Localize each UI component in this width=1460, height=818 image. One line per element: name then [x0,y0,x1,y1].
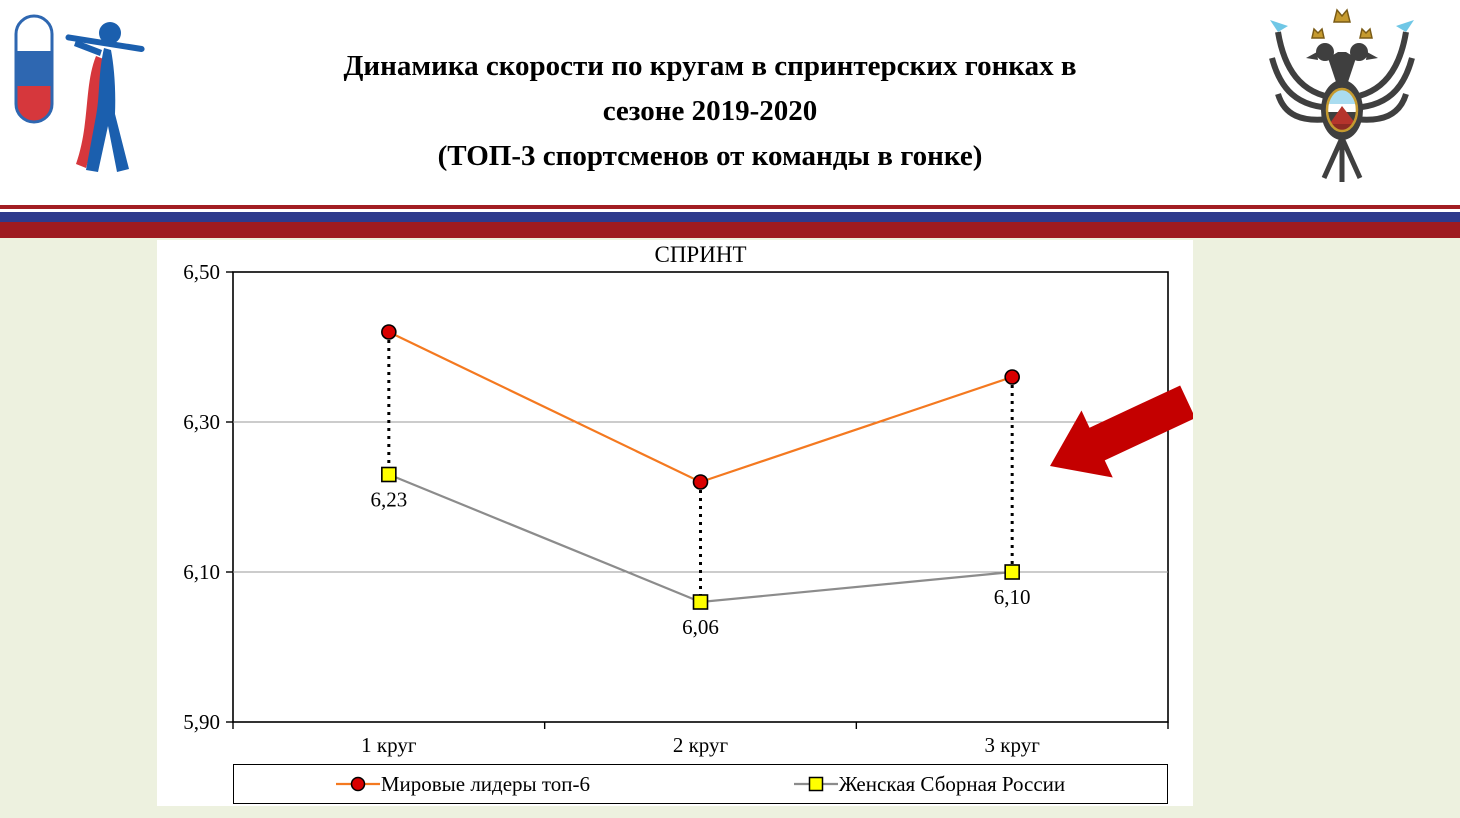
eagle-tail [1321,136,1363,182]
legend-marker-square [793,776,838,792]
legend-entry: Мировые лидеры топ-6 [335,771,591,797]
feather-tip-left [1270,20,1288,32]
slide-title: Динамика скорости по кругам в спринтерск… [225,44,1195,179]
x-category-label: 2 круг [673,733,729,757]
eagle-head-right [1350,43,1368,61]
stripe-red-thick [0,222,1460,238]
trend-arrow [1050,385,1193,478]
athlete-body [86,48,129,172]
crowns-icon [1311,8,1373,39]
biathlete-icon [14,14,145,172]
stripe-red-thin [0,205,1460,209]
marker-square [692,594,709,610]
athlete-arm [74,40,102,56]
legend-marker-circle [335,776,380,792]
beak-right [1366,52,1378,60]
marker-circle [381,324,397,340]
biathlon-logo [10,4,160,207]
eagle-icon [1269,8,1415,182]
marker-circle [1004,369,1020,385]
rifle-icon [65,34,145,53]
title-line-2: сезоне 2019-2020 [602,95,818,127]
legend-entry: Женская Сборная России [793,771,1066,797]
header-band: Динамика скорости по кругам в спринтерск… [0,0,1460,205]
sprint-chart: 6,50 6,30 6,10 5,90 1 круг 2 круг 3 круг СПРИНТ… [183,242,1193,757]
eagle-necks [1328,52,1356,88]
legend-label: Женская Сборная России [838,771,1066,796]
data-label: 6,10 [994,585,1031,609]
y-tick-label: 6,50 [183,260,220,284]
y-tick-label: 6,10 [183,560,220,584]
stripe-blue [0,212,1460,222]
marker-square [1004,564,1020,580]
legend-label: Мировые лидеры топ-6 [380,771,591,796]
eagle-head-left [1316,43,1334,61]
chart-title: СПРИНТ [654,242,746,267]
chart-panel: 6,50 6,30 6,10 5,90 1 круг 2 круг 3 круг СПРИНТ… [157,240,1193,806]
shield-border [1325,87,1359,133]
title-line-1: Динамика скорости по кругам в спринтерск… [343,50,1077,82]
x-category-label: 3 круг [985,733,1041,757]
beak-left [1306,52,1318,60]
red-accent [76,56,106,168]
data-label: 6,23 [370,488,407,512]
x-category-label: 1 круг [361,733,417,757]
feather-tip-right [1396,20,1414,32]
stripe-white [0,209,1460,212]
ministry-emblem [1262,2,1422,207]
legend: Мировые лидеры топ-6 Женская Сборная Росс… [233,764,1168,804]
marker-circle [692,474,709,490]
data-label: 6,06 [682,615,719,639]
y-tick-label: 6,30 [183,410,220,434]
marker-square [381,466,397,483]
athlete-head [99,22,121,44]
y-tick-label: 5,90 [183,710,220,734]
divider-stripe [0,205,1460,238]
flag-icon [16,16,52,122]
title-line-3: (ТОП-3 спортсменов от команды в гонке) [437,140,983,172]
